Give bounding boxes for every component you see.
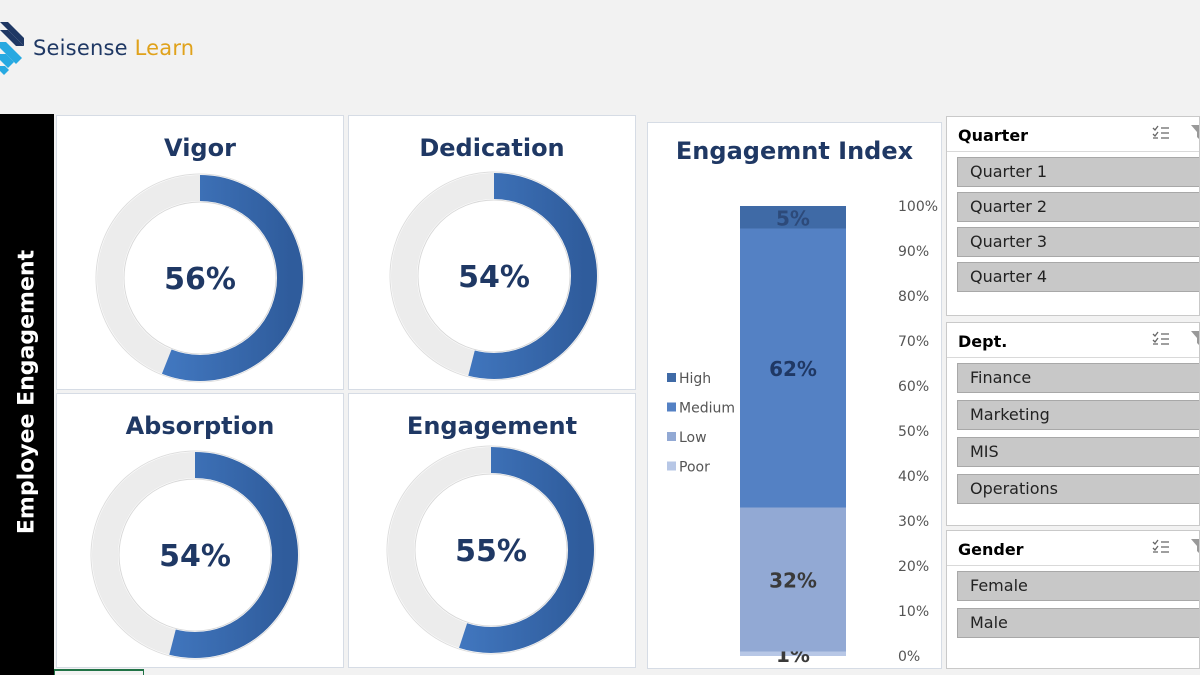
slicer-item-male[interactable]: Male — [957, 608, 1199, 638]
slicer-item-mis[interactable]: MIS — [957, 437, 1199, 467]
donut-inner-edge — [123, 201, 277, 355]
sheet-tab-indicator[interactable] — [54, 669, 144, 675]
multi-select-icon[interactable] — [1152, 331, 1170, 347]
chart-title: Engagemnt Index — [675, 137, 914, 165]
legend-label-low: Low — [679, 430, 707, 446]
donut-value-label: 54% — [159, 539, 231, 574]
legend-swatch-poor — [667, 461, 676, 471]
slicer-title: Dept. — [958, 332, 1008, 351]
legend-label-medium: Medium — [679, 401, 735, 417]
slicer-item-female[interactable]: Female — [957, 571, 1199, 601]
slicer-item-quarter-3[interactable]: Quarter 3 — [957, 227, 1199, 257]
y-tick-label: 80% — [898, 289, 929, 305]
kpi-panel-engagement: Engagement 55% — [348, 393, 636, 668]
kpi-title: Dedication — [419, 134, 565, 162]
header-bar: Seisense Learn — [0, 0, 1200, 114]
slicer-item-quarter-1[interactable]: Quarter 1 — [957, 157, 1199, 187]
donut-outer-edge — [386, 445, 596, 655]
gender-slicer: Gender Female Male — [946, 530, 1200, 669]
donut-inner-edge — [417, 199, 571, 353]
y-tick-label: 70% — [898, 334, 929, 350]
donut-value-arc — [388, 447, 594, 653]
donut-value-label: 55% — [455, 534, 527, 569]
y-tick-label: 30% — [898, 514, 929, 530]
slicer-item-operations[interactable]: Operations — [957, 474, 1199, 504]
slicer-header: Quarter — [947, 117, 1199, 152]
donut-value-arc — [391, 173, 597, 379]
bar-data-label-medium: 62% — [769, 357, 817, 381]
kpi-panel-absorption: Absorption 54% — [56, 393, 344, 668]
legend-label-poor: Poor — [679, 460, 710, 476]
slicer-header: Gender — [947, 531, 1199, 566]
slicer-title: Quarter — [958, 126, 1029, 145]
bar-segment-low — [740, 507, 846, 652]
kpi-title: Vigor — [164, 134, 236, 162]
slicer-item-marketing[interactable]: Marketing — [957, 400, 1199, 430]
donut-value-arc — [97, 175, 303, 381]
bar-data-label-high: 5% — [776, 206, 810, 230]
kpi-title: Engagement — [406, 412, 578, 440]
legend-swatch-high — [667, 373, 676, 382]
bar-segment-high — [740, 206, 846, 229]
sidebar-title: Employee Engagement — [14, 249, 40, 535]
engagement-index-panel: Engagemnt Index 1% 32% 62% 5% 0% 10% 20% 30% 40%… — [647, 122, 942, 669]
donut-outer-edge — [90, 450, 300, 660]
donut-outer-edge — [389, 171, 599, 381]
y-tick-label: 10% — [898, 604, 929, 620]
brand-name-part2: Learn — [134, 36, 195, 60]
slicer-title: Gender — [958, 540, 1024, 559]
quarter-slicer: Quarter Quarter 1 Quarter 2 Quarter 3 Qu… — [946, 116, 1200, 316]
multi-select-icon[interactable] — [1152, 539, 1170, 555]
bar-data-label-low: 32% — [769, 569, 817, 593]
donut-inner-edge — [414, 473, 568, 627]
clear-filter-icon[interactable] — [1191, 331, 1200, 345]
bar-segment-poor — [740, 651, 846, 656]
y-tick-label: 90% — [898, 244, 929, 260]
legend-label-high: High — [679, 371, 711, 387]
y-tick-label: 0% — [898, 649, 920, 665]
donut-value-arc — [92, 452, 298, 658]
donut-chart: 54% — [389, 171, 599, 381]
donut-value-label: 56% — [164, 262, 236, 297]
sidebar-band — [0, 114, 54, 675]
y-tick-label: 50% — [898, 424, 929, 440]
kpi-panel-vigor: Vigor 56% — [56, 115, 344, 390]
seisense-logo-icon — [0, 22, 24, 75]
y-tick-label: 100% — [898, 199, 938, 215]
y-tick-label: 40% — [898, 469, 929, 485]
y-tick-label: 60% — [898, 379, 929, 395]
donut-chart: 54% — [90, 450, 300, 660]
legend-swatch-medium — [667, 402, 676, 412]
brand-name-part1: Seisense — [33, 36, 128, 60]
dept-slicer: Dept. Finance Marketing MIS Operations — [946, 322, 1200, 526]
bar-segment-medium — [740, 228, 846, 508]
clear-filter-icon[interactable] — [1191, 125, 1200, 139]
donut-outer-edge — [95, 173, 305, 383]
slicer-item-quarter-2[interactable]: Quarter 2 — [957, 192, 1199, 222]
multi-select-icon[interactable] — [1152, 125, 1170, 141]
donut-chart: 56% — [95, 173, 305, 383]
kpi-title: Absorption — [125, 412, 275, 440]
y-tick-label: 20% — [898, 559, 929, 575]
donut-value-label: 54% — [458, 260, 530, 295]
donut-chart: 55% — [386, 445, 596, 655]
brand-name: Seisense Learn — [33, 36, 194, 60]
donut-inner-edge — [118, 478, 272, 632]
legend-swatch-low — [667, 432, 676, 441]
kpi-panel-dedication: Dedication 54% — [348, 115, 636, 390]
clear-filter-icon[interactable] — [1191, 539, 1200, 553]
slicer-header: Dept. — [947, 323, 1199, 358]
slicer-item-quarter-4[interactable]: Quarter 4 — [957, 262, 1199, 292]
stacked-bar-chart: 1%32%62%5%0%10%20%30%40%50%60%70%80%90%1… — [667, 199, 938, 667]
slicer-item-finance[interactable]: Finance — [957, 363, 1199, 393]
